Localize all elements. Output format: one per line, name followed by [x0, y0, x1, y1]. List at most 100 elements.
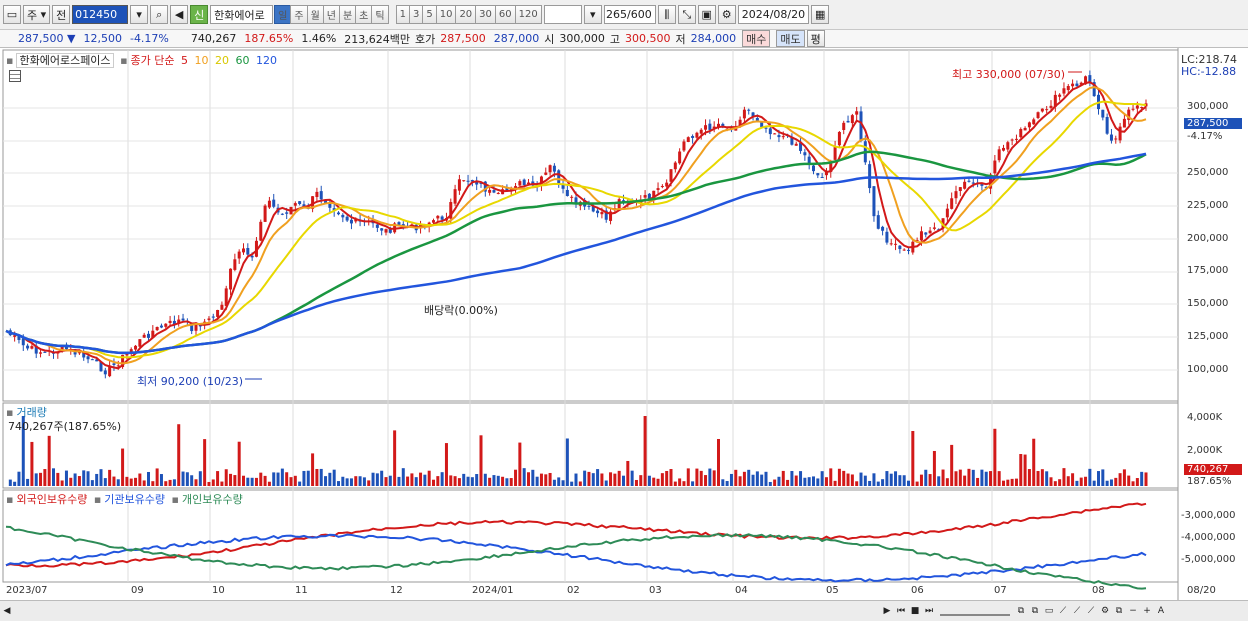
candle-body: [945, 208, 949, 218]
volume-bar: [613, 473, 617, 486]
settings-small-icon[interactable]: ⚙: [1100, 606, 1110, 616]
sell-button[interactable]: 매도: [776, 30, 805, 47]
candle-icon[interactable]: ⫼: [657, 5, 676, 24]
minute-120[interactable]: 120: [514, 5, 542, 24]
avg-button[interactable]: 평: [806, 30, 825, 47]
candle-body: [1032, 119, 1036, 125]
minute-1[interactable]: 1: [395, 5, 410, 24]
period-year[interactable]: 년: [322, 5, 340, 24]
minute-30[interactable]: 30: [475, 5, 496, 24]
speaker-icon[interactable]: ◀: [170, 5, 189, 24]
market-button[interactable]: 전: [52, 5, 71, 24]
candle-body: [388, 228, 392, 233]
volume-bar: [475, 474, 479, 486]
period-week[interactable]: 주: [290, 5, 308, 24]
candle-body: [850, 115, 854, 124]
stop-icon[interactable]: ■: [910, 606, 920, 616]
period-day[interactable]: 일: [274, 5, 292, 24]
stock-code-input[interactable]: 012450: [72, 5, 129, 24]
stock-name-field[interactable]: 한화에어로: [210, 5, 274, 24]
period-tick[interactable]: 틱: [371, 5, 389, 24]
volume-bar: [833, 480, 837, 486]
volume-bar: [1127, 475, 1131, 486]
candle-body: [233, 259, 237, 270]
volume-bar: [172, 479, 176, 486]
next-icon[interactable]: ⏭: [924, 606, 934, 616]
volume-bar: [915, 481, 919, 486]
volume-bar: [216, 471, 220, 486]
volume-bar: [958, 469, 962, 486]
period-second[interactable]: 초: [355, 5, 373, 24]
calendar-icon[interactable]: ▦: [811, 5, 830, 24]
scroll-track[interactable]: [14, 605, 880, 617]
volume-bar: [26, 478, 30, 486]
layout2-icon[interactable]: ⧉: [1031, 606, 1039, 616]
scroll-left-icon[interactable]: ◀: [3, 606, 11, 616]
line-tool3-icon[interactable]: ⟋: [1087, 606, 1095, 616]
save-icon[interactable]: ▣: [697, 5, 716, 24]
minute-20[interactable]: 20: [455, 5, 477, 24]
volume-bar: [604, 480, 608, 486]
volume-bar: [824, 477, 828, 486]
volume-bar: [77, 476, 81, 486]
volume-bar: [548, 472, 552, 486]
chart-canvas[interactable]: [0, 48, 1248, 600]
window-icon[interactable]: ▭: [3, 5, 21, 24]
candle-body: [643, 195, 647, 198]
layout-icon[interactable]: ⧉: [1017, 606, 1025, 616]
zoom-out-icon[interactable]: −: [1129, 606, 1137, 616]
candle-body: [99, 361, 103, 372]
minute-60[interactable]: 60: [494, 5, 516, 24]
buy-button[interactable]: 매수: [742, 30, 771, 47]
candle-body: [315, 191, 319, 198]
date-field[interactable]: 2024/08/20: [737, 5, 810, 24]
draw-tool-icon[interactable]: ⤡: [677, 5, 696, 24]
candle-body: [751, 112, 755, 117]
minute-3[interactable]: 3: [408, 5, 424, 24]
type-select[interactable]: 주 ▾: [23, 5, 51, 24]
count-field[interactable]: 265/600: [603, 5, 656, 24]
legend-square-icon: ▪: [6, 493, 14, 506]
zoom-in-icon[interactable]: +: [1143, 606, 1151, 616]
zoom-slider[interactable]: [940, 606, 1010, 616]
ma10-line: [5, 86, 1147, 365]
minute-10[interactable]: 10: [435, 5, 457, 24]
toolbar: ▭ 주 ▾ 전 012450 ▾ ⌕ ◀ 신 한화에어로 일 주 월 년 분 초…: [0, 0, 1248, 30]
volume-bar: [129, 478, 133, 486]
chart-scrollbar[interactable]: ◀ ▶ ⏮ ■ ⏭ ⧉ ⧉ ▭ ⟋ ⟋ ⟋ ⚙ ⧉ − + A: [0, 600, 1248, 621]
volume-bar: [898, 475, 902, 486]
new-button[interactable]: 신: [190, 5, 209, 24]
chart-area[interactable]: ▪ 한화에어로스페이스 ▪ 종가 단순 5 10 20 60 120 ▪ 거래량 74…: [0, 48, 1248, 621]
search-icon[interactable]: ⌕: [150, 5, 169, 24]
interval-input[interactable]: [543, 5, 582, 24]
lc-value: LC:218.74: [1181, 53, 1238, 66]
period-minute[interactable]: 분: [338, 5, 357, 24]
institution-holding-line: [5, 533, 1147, 583]
volume-bar: [578, 481, 582, 486]
candle-body: [570, 196, 574, 198]
gear-icon[interactable]: ⚙: [717, 5, 736, 24]
interval-dropdown-icon[interactable]: ▾: [583, 5, 602, 24]
volume-bar: [945, 478, 949, 486]
candle-body: [574, 197, 578, 204]
scroll-right-icon[interactable]: ▶: [883, 606, 891, 616]
volume-bar: [82, 470, 86, 486]
period-month[interactable]: 월: [306, 5, 324, 24]
candle-body: [194, 323, 198, 331]
candle-body: [958, 187, 962, 192]
copy-icon[interactable]: ⧉: [1115, 606, 1123, 616]
candle-body: [345, 216, 349, 221]
layout3-icon[interactable]: ▭: [1044, 606, 1054, 616]
code-dropdown-icon[interactable]: ▾: [130, 5, 149, 24]
line-tool2-icon[interactable]: ⟋: [1073, 606, 1081, 616]
volume-bar: [203, 439, 207, 486]
candle-body: [604, 210, 608, 220]
y-tick-200000: 200,000: [1187, 233, 1229, 244]
table-icon[interactable]: [9, 70, 21, 82]
font-icon[interactable]: A: [1157, 606, 1165, 616]
candle-body: [539, 176, 543, 186]
minute-5[interactable]: 5: [422, 5, 437, 24]
volume-bar: [954, 471, 958, 486]
line-tool-icon[interactable]: ⟋: [1059, 606, 1067, 616]
first-icon[interactable]: ⏮: [896, 606, 906, 616]
